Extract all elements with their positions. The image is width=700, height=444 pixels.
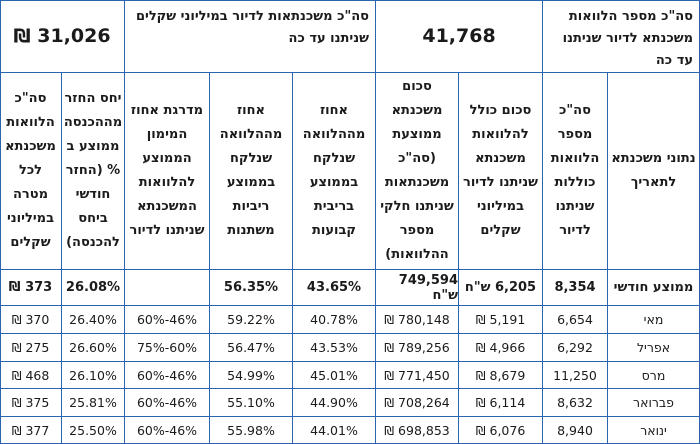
header-variable-rate: אחוז מההלוואה שנלקח בממוצע ריביות משתנות [210,73,293,270]
header-date: נתוני משכנתא לתאריך [608,73,700,270]
table-row-cell-average-mortgage: 698,853 ₪ [376,417,459,444]
header-financing-ratio: מדרגת אחוז המימון הממוצע להלוואות המשכנת… [125,73,210,270]
header-fixed-rate: אחוז מההלוואה שנלקח בממוצע בריבית קבועות [293,73,376,270]
table-row-cell-fixed-rate: 43.53% [293,334,376,362]
table-row-cell-fixed-rate: 44.90% [293,389,376,417]
table-row-cell-all-purpose-loans: 375 ₪ [0,389,62,417]
average-row-label: ממוצע חודשי [608,270,700,306]
table-row-cell-financing-ratio: 60%-75% [125,334,210,362]
table-row-cell-variable-rate: 55.10% [210,389,293,417]
average-fixed-rate: 43.65% [293,270,376,306]
mortgages-total-title: סה"כ משכנתאות לדיור במיליוני שקלים שניתנ… [125,0,376,73]
table-row-cell-fixed-rate: 40.78% [293,306,376,334]
table-row-cell-month: מרס [608,362,700,389]
table-row-cell-variable-rate: 54.99% [210,362,293,389]
table-row-cell-loans-count: 11,250 [543,362,608,389]
table-row-cell-repayment-ratio: 26.60% [62,334,125,362]
table-row-cell-total-amount: 6,076 ₪ [459,417,543,444]
table-row-cell-average-mortgage: 780,148 ₪ [376,306,459,334]
table-row-cell-average-mortgage: 771,450 ₪ [376,362,459,389]
table-row-cell-loans-count: 6,292 [543,334,608,362]
table-row-cell-financing-ratio: 46%-60% [125,389,210,417]
average-all-purpose-loans: 373 ₪ [0,270,62,306]
table-row-cell-variable-rate: 56.47% [210,334,293,362]
table-row-cell-average-mortgage: 789,256 ₪ [376,334,459,362]
average-total-amount: 6,205 ש"ח [459,270,543,306]
header-total-amount: סכום כולל להלוואות משכנתא שניתנו לדיור ב… [459,73,543,270]
header-all-purpose-loans: סה"כ הלוואות משכנתא לכל מטרה במיליוני שק… [0,73,62,270]
header-average-mortgage: סכום משכנתא ממוצעת (סה"כ משכנתאות שניתנו… [376,73,459,270]
table-row-cell-all-purpose-loans: 377 ₪ [0,417,62,444]
table-row-cell-month: אפריל [608,334,700,362]
table-row-cell-all-purpose-loans: 275 ₪ [0,334,62,362]
average-variable-rate: 56.35% [210,270,293,306]
average-financing-ratio [125,270,210,306]
table-row-cell-repayment-ratio: 25.81% [62,389,125,417]
loans-count-value: 41,768 [376,0,543,73]
table-row-cell-total-amount: 6,114 ₪ [459,389,543,417]
table-row-cell-loans-count: 6,654 [543,306,608,334]
table-row-cell-repayment-ratio: 25.50% [62,417,125,444]
table-row-cell-fixed-rate: 44.01% [293,417,376,444]
table-row-cell-financing-ratio: 46%-60% [125,306,210,334]
mortgages-total-value: 31,026 ₪ [0,0,125,73]
table-row-cell-fixed-rate: 45.01% [293,362,376,389]
header-repayment-ratio: יחס החזר מההכנסה ממוצע ב % (החזר חודשי ב… [62,73,125,270]
table-row-cell-month: מאי [608,306,700,334]
table-row-cell-total-amount: 5,191 ₪ [459,306,543,334]
table-row-cell-month: ינואר [608,417,700,444]
table-row-cell-variable-rate: 55.98% [210,417,293,444]
loans-count-title: סה"כ מספר הלוואות משכנתא לדיור שניתנו עד… [543,0,700,73]
table-row-cell-financing-ratio: 46%-60% [125,417,210,444]
table-row-cell-all-purpose-loans: 370 ₪ [0,306,62,334]
table-row-cell-repayment-ratio: 26.10% [62,362,125,389]
table-row-cell-repayment-ratio: 26.40% [62,306,125,334]
table-row-cell-total-amount: 4,966 ₪ [459,334,543,362]
table-row-cell-financing-ratio: 46%-60% [125,362,210,389]
average-loans-count: 8,354 [543,270,608,306]
table-row-cell-variable-rate: 59.22% [210,306,293,334]
table-row-cell-all-purpose-loans: 468 ₪ [0,362,62,389]
average-repayment-ratio: 26.08% [62,270,125,306]
table-row-cell-total-amount: 8,679 ₪ [459,362,543,389]
table-row-cell-average-mortgage: 708,264 ₪ [376,389,459,417]
table-row-cell-loans-count: 8,940 [543,417,608,444]
average-mortgage-amount: 749,594 ש"ח [376,270,459,306]
header-loans-count: סה"כ מספר הלוואות כוללות שניתנו לדיור [543,73,608,270]
table-row-cell-month: פברואר [608,389,700,417]
table-row-cell-loans-count: 8,632 [543,389,608,417]
